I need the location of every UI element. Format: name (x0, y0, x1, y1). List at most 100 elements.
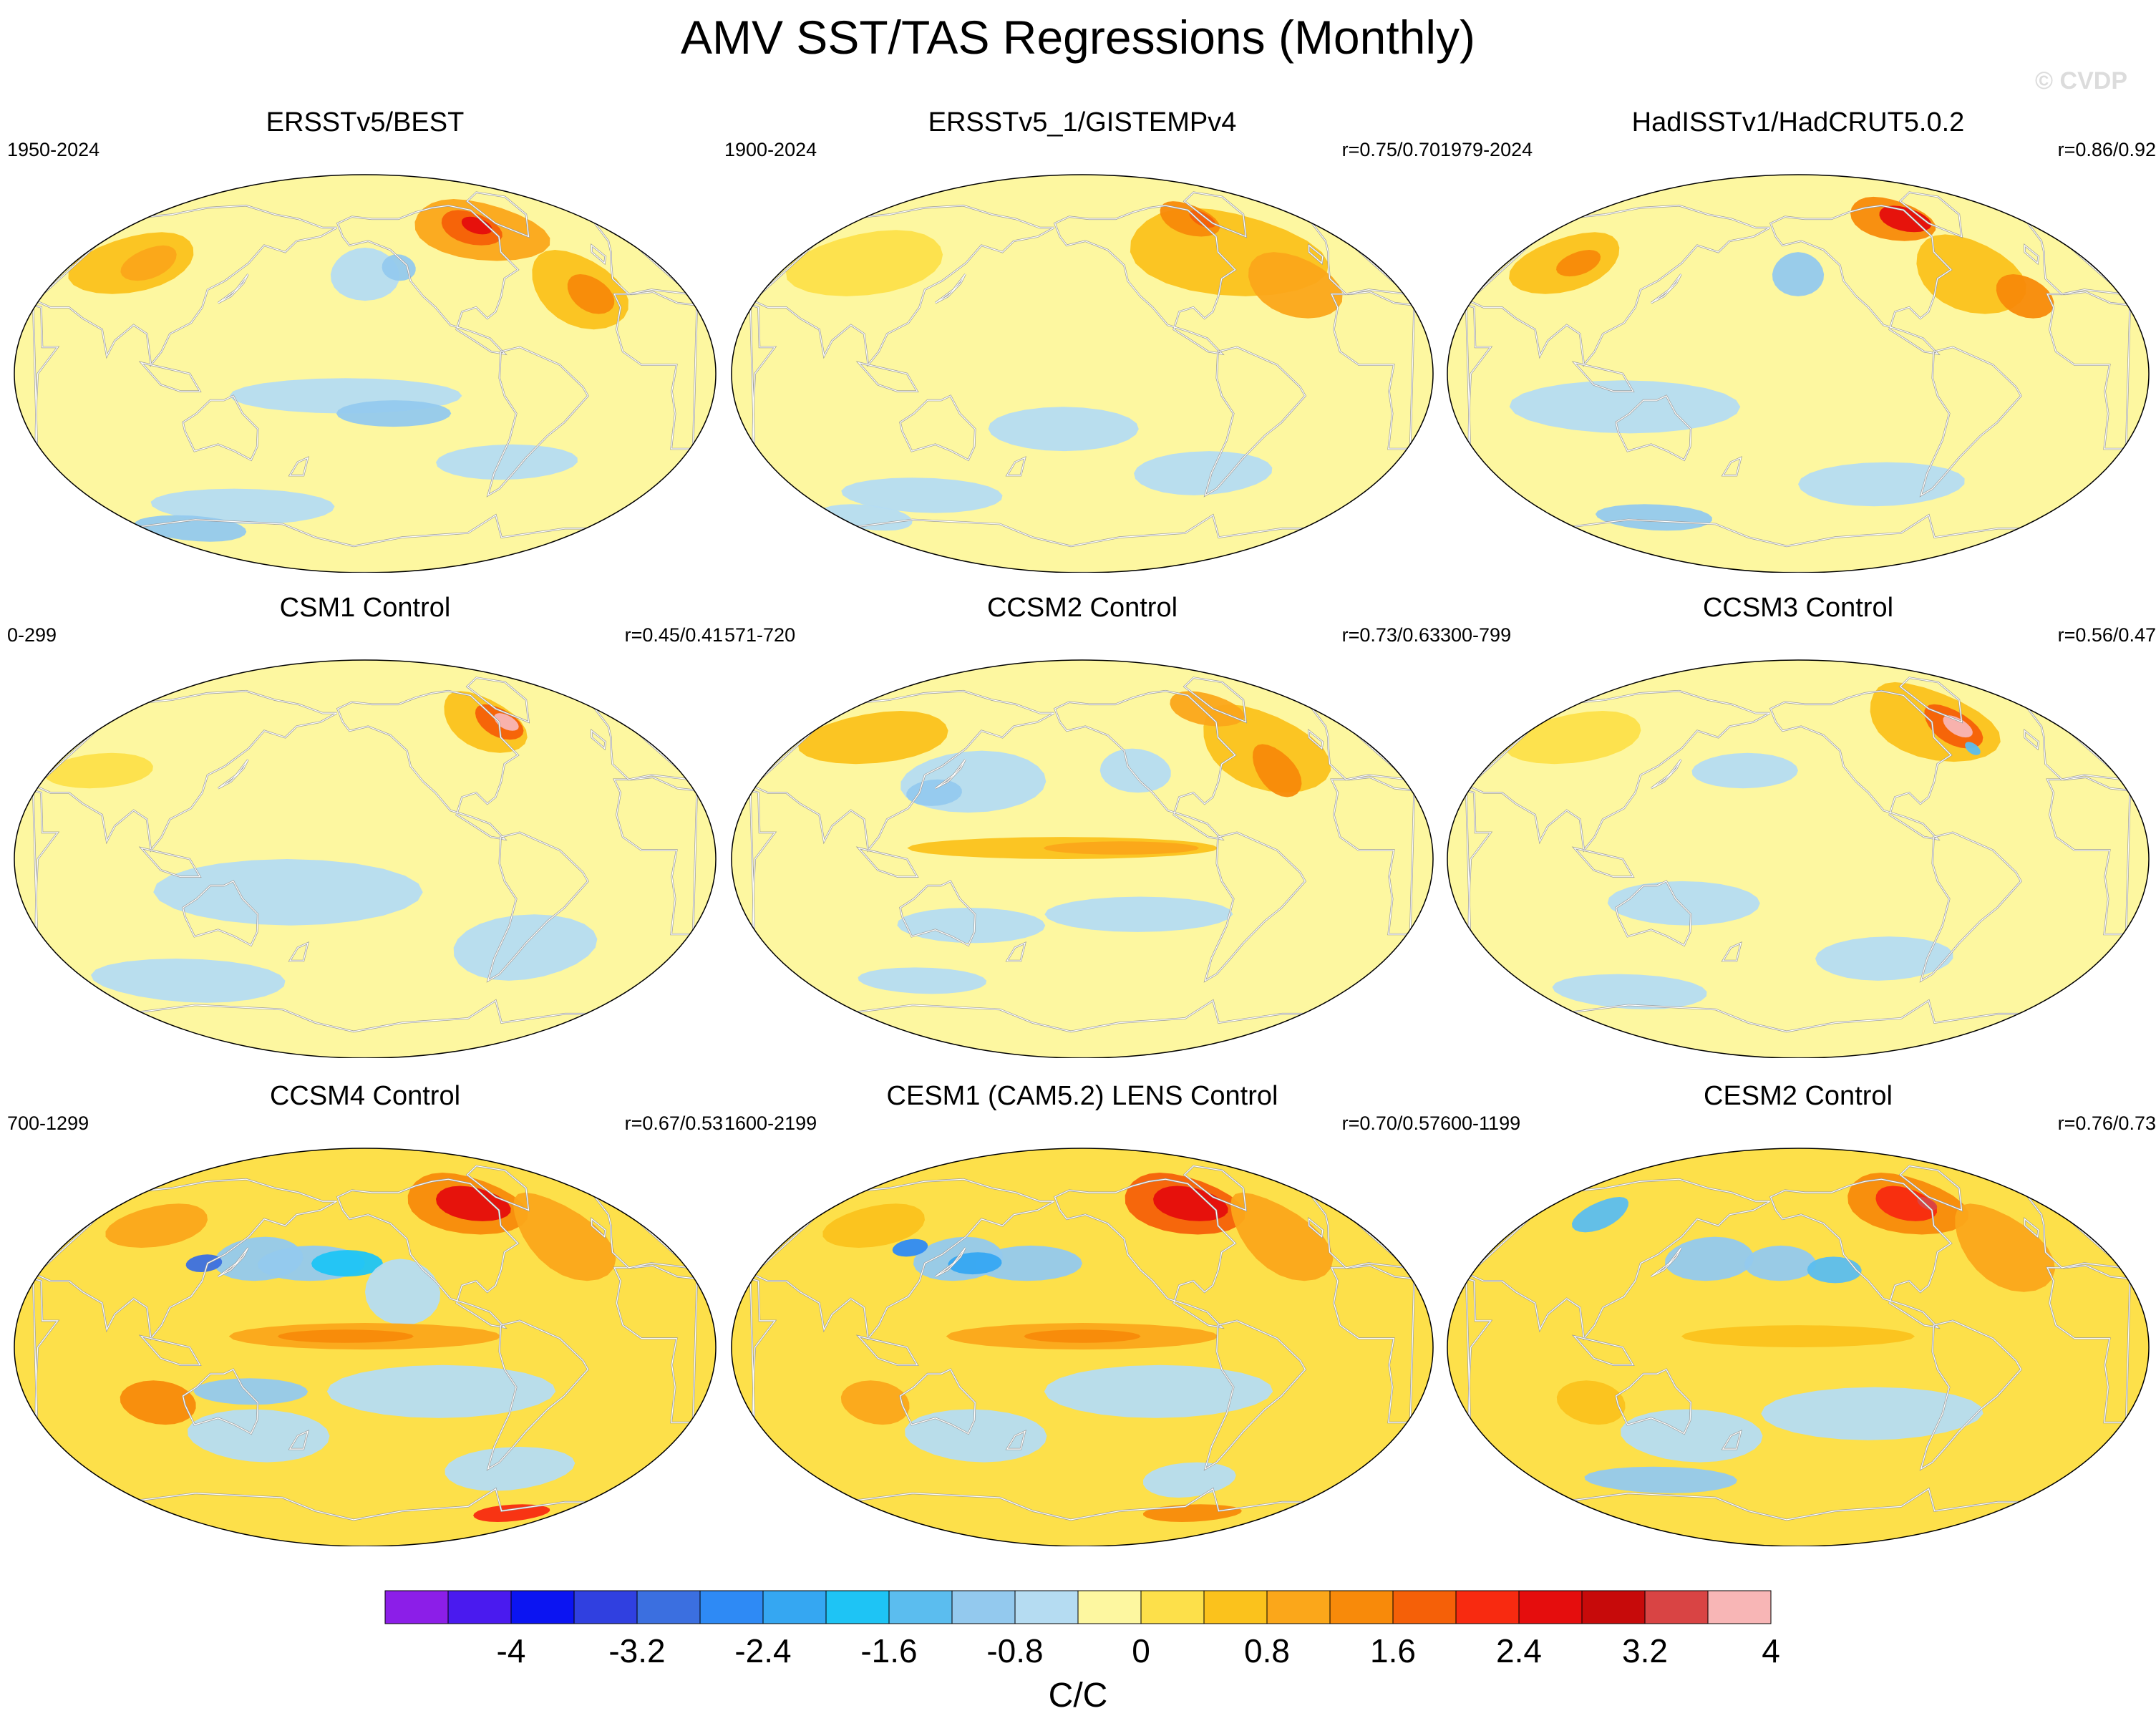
map-outline (14, 659, 717, 1058)
coastline-highlight (336, 690, 519, 840)
coastline-highlight (613, 1265, 698, 1423)
map-plot (14, 659, 717, 1058)
colorbar-swatch (510, 1590, 575, 1624)
colorbar-tick-label: 4 (1762, 1632, 1780, 1669)
anomaly-region (1815, 936, 1953, 981)
colorbar-tick-label: 2.4 (1496, 1632, 1542, 1669)
coastline-highlight (466, 1165, 530, 1211)
coastline-highlight (487, 832, 589, 982)
panel-correlation: r=0.86/0.92 (2057, 139, 2156, 160)
coastline-highlight (1204, 1320, 1306, 1470)
map-outline (731, 174, 1434, 573)
map-panel: CCSM3 Control 300-799 r=0.56/0.47 (1440, 593, 2156, 1058)
anomaly-region (1595, 504, 1712, 531)
coastline-highlight (899, 395, 976, 461)
anomaly-region (1965, 742, 1981, 755)
coastline-highlight (1899, 677, 1963, 723)
coastline-highlight (857, 362, 918, 392)
coastline-highlight (1769, 205, 1952, 355)
figure-title: AMV SST/TAS Regressions (Monthly) (680, 11, 1476, 64)
anomaly-region (445, 1447, 576, 1491)
coastline-highlight (1651, 1247, 1682, 1277)
colorbar-swatch (384, 1590, 449, 1624)
coastline-highlight (466, 677, 530, 723)
colorbar-swatch (1707, 1590, 1772, 1624)
coastline-highlight (1615, 881, 1691, 946)
colorbar-swatch (699, 1590, 764, 1624)
anomaly-region (436, 444, 578, 480)
coastline-highlight (591, 729, 606, 750)
panel-title: CCSM3 Control (1702, 593, 1894, 623)
map-outline (14, 174, 717, 573)
anomaly-region (1099, 748, 1171, 793)
anomaly-region (1044, 1364, 1273, 1418)
panel-title: CESM2 Control (1704, 1081, 1893, 1111)
anomaly-region (193, 1378, 309, 1405)
coastline-highlight (1467, 690, 1770, 852)
coastline-highlight (899, 1369, 976, 1435)
anomaly-region (473, 1504, 550, 1522)
anomaly-region (311, 1250, 383, 1277)
anomaly-region (135, 515, 247, 542)
colorbar-swatch (636, 1590, 701, 1624)
colorbar-swatch (1014, 1590, 1079, 1624)
anomaly-region (1044, 896, 1233, 932)
colorbar-tick-label: 0.8 (1244, 1632, 1290, 1669)
map-outline (1447, 1148, 2150, 1546)
coastline-highlight (1467, 1178, 1770, 1340)
anomaly-region (841, 477, 1003, 513)
panel-title: ERSSTv5/BEST (266, 107, 465, 137)
coastline-highlight (1573, 1335, 1634, 1366)
anomaly-region (906, 779, 962, 806)
map-panel: CCSM4 Control 700-1299 r=0.67/0.53 (7, 1081, 723, 1546)
map-panel: CCSM2 Control 571-720 r=0.73/0.63 (724, 593, 1440, 1058)
coastline-highlight (1006, 1430, 1026, 1450)
panel-correlation: r=0.70/0.57 (1341, 1112, 1440, 1134)
coastline-highlight (182, 1369, 258, 1435)
colorbar-swatch (1644, 1590, 1709, 1624)
coastline-highlight (1920, 832, 2022, 982)
colorbar-tick-label: 3.2 (1622, 1632, 1668, 1669)
coastline-highlight (182, 395, 258, 461)
coastline-highlight (1899, 1165, 1963, 1211)
map-plot (14, 1148, 717, 1546)
colorbar-units: C/C (1049, 1677, 1108, 1715)
coastline-highlight (1331, 291, 1415, 450)
colorbar-swatch (825, 1590, 890, 1624)
coastline-highlight (288, 942, 309, 961)
coastline-highlight (140, 1335, 201, 1366)
anomaly-region (567, 274, 615, 314)
anomaly-region (1875, 1186, 1937, 1221)
anomaly-region (1879, 205, 1932, 233)
coastline-highlight (336, 1178, 519, 1329)
coastline-highlight (1331, 777, 1415, 935)
anomaly-region (897, 908, 1046, 944)
coastline-highlight (1006, 942, 1026, 961)
colorbar-swatch (573, 1590, 638, 1624)
coastline-highlight (34, 690, 337, 852)
coastline-highlight (1651, 273, 1682, 304)
map-plot (731, 1148, 1434, 1546)
anomaly-region (44, 752, 153, 789)
anomaly-region (1170, 691, 1245, 727)
anomaly-region (1556, 1380, 1626, 1425)
anomaly-region (1571, 1197, 1628, 1233)
map-outline (1447, 659, 2150, 1058)
coastline-highlight (1308, 729, 1324, 750)
colorbar-swatch (1329, 1590, 1394, 1624)
coastline-highlight (1573, 362, 1634, 392)
colorbar-swatch (951, 1590, 1016, 1624)
anomaly-region (1253, 744, 1302, 798)
map-plot (1447, 1148, 2150, 1546)
colorbar-swatch (1518, 1590, 1583, 1624)
coastline-highlight (288, 1430, 309, 1450)
coastline-highlight (1920, 1320, 2022, 1470)
anomaly-region (1024, 1329, 1141, 1343)
coastline-highlight (935, 273, 966, 304)
coastline-highlight (1183, 1165, 1247, 1211)
coastline-highlight (218, 273, 249, 304)
anomaly-region (1691, 752, 1798, 789)
coastline-highlight (336, 205, 519, 355)
coastline-highlight (2046, 1265, 2131, 1423)
colorbar-swatch (888, 1590, 953, 1624)
